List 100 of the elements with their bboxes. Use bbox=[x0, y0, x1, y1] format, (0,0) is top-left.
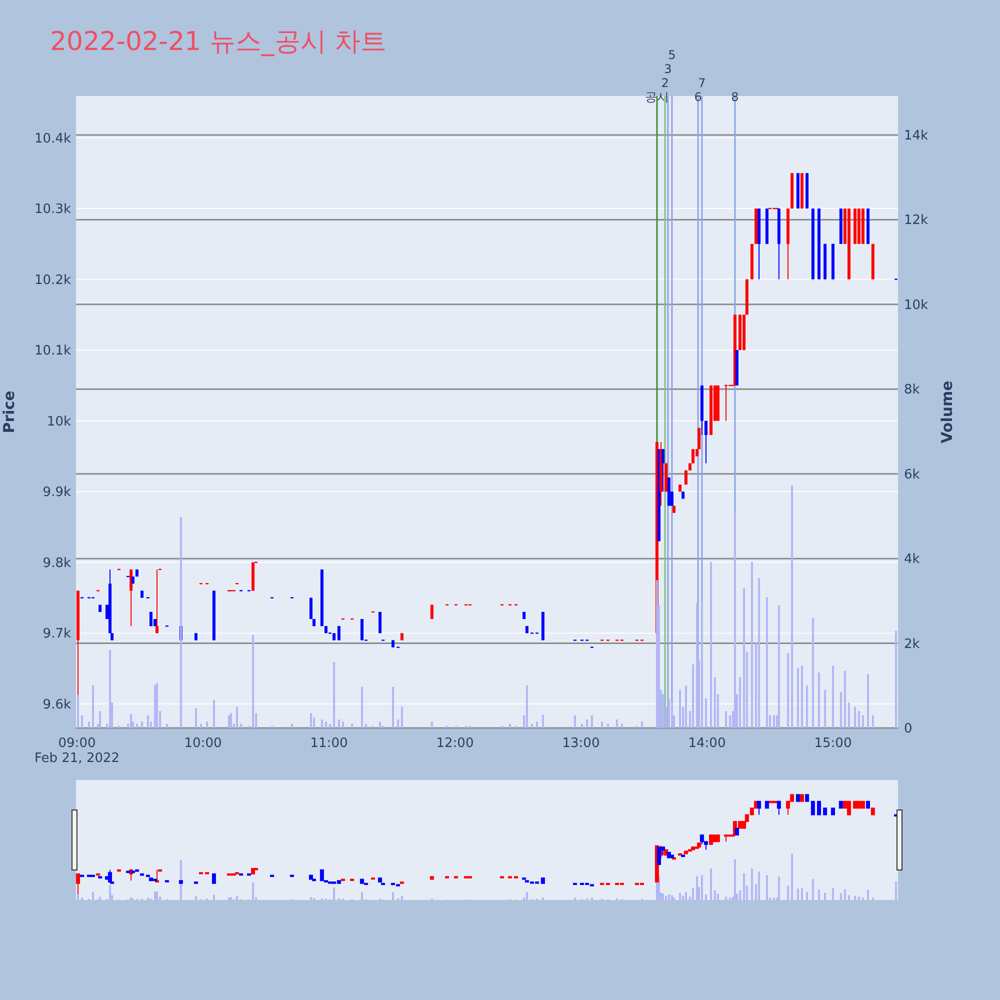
annotation: 3 bbox=[664, 62, 672, 76]
bar bbox=[333, 662, 336, 728]
y2-tick-label: 2k bbox=[904, 636, 920, 652]
bar bbox=[739, 677, 741, 728]
bar bbox=[872, 715, 874, 728]
annotation: 7 bbox=[698, 76, 706, 90]
bar bbox=[240, 724, 242, 728]
bar bbox=[867, 674, 870, 728]
y-tick-label: 9.7k bbox=[42, 626, 72, 642]
bar bbox=[400, 706, 403, 728]
annotation: 6 bbox=[694, 90, 702, 104]
bar bbox=[858, 711, 860, 728]
x-tick-label: 13:00 bbox=[562, 736, 600, 751]
bar bbox=[606, 724, 609, 728]
text: Feb 21, 2022 bbox=[34, 751, 120, 766]
bar bbox=[590, 715, 593, 728]
y-tick-label: 9.8k bbox=[42, 556, 72, 571]
bar bbox=[696, 603, 698, 728]
bar bbox=[342, 722, 344, 728]
bar bbox=[361, 686, 364, 728]
bar bbox=[141, 722, 144, 728]
bar bbox=[750, 562, 753, 728]
bar bbox=[832, 666, 834, 728]
bar bbox=[136, 724, 138, 728]
bar bbox=[92, 685, 94, 728]
bar bbox=[778, 605, 780, 728]
annotation: 5 bbox=[668, 48, 676, 62]
bar bbox=[668, 698, 670, 728]
y2-tick-label: 0 bbox=[904, 722, 912, 736]
bar bbox=[656, 580, 658, 728]
bar bbox=[670, 702, 673, 728]
bar bbox=[81, 715, 84, 728]
bar bbox=[692, 664, 694, 728]
bar bbox=[130, 714, 132, 728]
bar bbox=[725, 711, 728, 728]
bar bbox=[230, 713, 232, 728]
bar bbox=[252, 635, 254, 728]
y-tick-label: 10k bbox=[46, 414, 72, 430]
bar bbox=[812, 618, 814, 728]
bar bbox=[430, 722, 433, 728]
bar bbox=[704, 698, 707, 728]
x-tick-label: 11:00 bbox=[310, 736, 348, 751]
bar bbox=[679, 690, 682, 728]
bar bbox=[800, 666, 803, 728]
bar bbox=[700, 597, 703, 728]
bar bbox=[824, 690, 826, 728]
bar bbox=[848, 702, 850, 728]
bar bbox=[854, 706, 856, 728]
bar bbox=[710, 562, 712, 728]
bar bbox=[200, 724, 202, 728]
x-tick-label: 14:00 bbox=[688, 736, 726, 751]
y2-tick-label: 14k bbox=[904, 128, 929, 144]
bar bbox=[894, 630, 897, 728]
bar bbox=[574, 715, 576, 728]
bar bbox=[180, 517, 182, 728]
bar bbox=[324, 722, 327, 728]
chart-title: 2022-02-21 뉴스_공시 차트 bbox=[50, 27, 387, 57]
bar bbox=[601, 722, 604, 728]
y-axis-title: Price bbox=[0, 390, 18, 434]
bar bbox=[844, 670, 846, 728]
bar bbox=[787, 653, 790, 728]
bar bbox=[194, 708, 197, 728]
bar bbox=[773, 715, 776, 728]
bar bbox=[77, 694, 80, 728]
bar bbox=[212, 700, 215, 728]
bar bbox=[743, 588, 746, 728]
bar bbox=[806, 686, 808, 728]
y2-axis-title: Volume bbox=[938, 380, 956, 444]
bar bbox=[766, 597, 768, 728]
bar bbox=[206, 722, 208, 728]
bar bbox=[365, 724, 368, 728]
annotation: 2 bbox=[661, 76, 669, 90]
bar bbox=[536, 722, 538, 728]
bar bbox=[796, 668, 799, 728]
bar bbox=[734, 513, 736, 728]
bar bbox=[228, 715, 230, 728]
bar bbox=[379, 722, 382, 728]
y2-tick-label: 6k bbox=[904, 467, 920, 482]
candlestick bbox=[662, 448, 665, 492]
candlestick bbox=[360, 618, 364, 641]
x-tick-label: 15:00 bbox=[814, 736, 852, 751]
bar bbox=[758, 578, 760, 728]
x-tick-label: 09:00 bbox=[58, 736, 96, 751]
y-tick-label: 10.3k bbox=[34, 202, 72, 218]
bar bbox=[99, 711, 102, 728]
bar bbox=[526, 685, 528, 728]
bar bbox=[714, 677, 716, 728]
y2-tick-label: 4k bbox=[904, 552, 920, 568]
y-tick-label: 10.1k bbox=[34, 344, 72, 359]
bar bbox=[329, 724, 332, 728]
bar bbox=[338, 720, 340, 728]
y-tick-label: 10.4k bbox=[34, 131, 72, 146]
y2-tick-label: 12k bbox=[904, 213, 929, 228]
x-tick-label: 10:00 bbox=[184, 736, 222, 751]
bar bbox=[397, 720, 400, 728]
bar bbox=[109, 650, 112, 728]
bar bbox=[146, 715, 149, 728]
bar bbox=[166, 724, 168, 728]
bar bbox=[581, 724, 583, 728]
bar bbox=[313, 717, 316, 728]
